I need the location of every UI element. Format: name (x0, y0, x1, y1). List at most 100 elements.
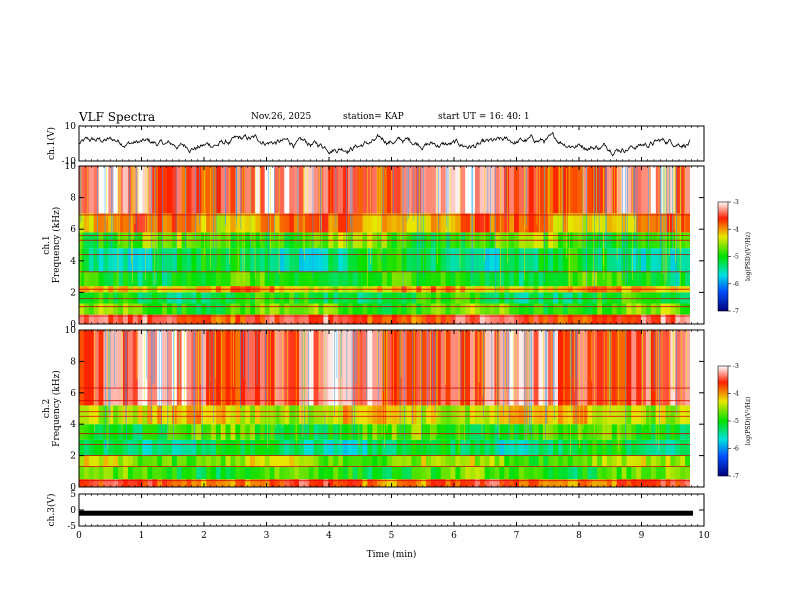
ch2-spectrogram-cell (406, 424, 412, 440)
ch2-spectrogram-cell (655, 424, 662, 440)
ch2-spectrogram-cell (318, 479, 324, 487)
ch2-spectrogram-cell (108, 330, 114, 406)
ch1-spectrogram-cell (269, 303, 275, 315)
ch2-spectrogram-cell (284, 330, 290, 406)
ch2-spectrogram-cell (499, 479, 505, 487)
ch1-spectrogram-cell (538, 271, 544, 287)
ch1-spectrogram-cell (611, 248, 618, 272)
ch2-spectrogram-cell (245, 424, 251, 440)
ch1-spectrogram-cell (93, 213, 99, 233)
ch1-spectrogram-cell (592, 314, 598, 324)
ch2-spectrogram-cell (660, 439, 666, 456)
ch1-spectrogram-cell (338, 248, 344, 272)
ch2-spectrogram-cell (215, 479, 222, 487)
ch1-spectrogram-cell (685, 213, 691, 233)
ch1-spectrogram-colorbar-label: log(PSD)(V²/Hz) (745, 232, 752, 281)
ch2-spectrogram-cell (587, 466, 593, 480)
ch1-spectrogram-cell (196, 213, 202, 233)
ch2-spectrogram-cell (440, 455, 446, 467)
ch2-spectrogram-cell (171, 424, 178, 440)
ch1-spectrogram-cell (504, 314, 510, 324)
ch1-spectrogram-cell (533, 292, 539, 304)
ch1-spectrogram-cell (411, 292, 417, 304)
ch2-spectrogram-cell (680, 439, 686, 456)
ch1-spectrogram-cell (597, 271, 603, 287)
ch2-spectrogram-cell (328, 466, 334, 480)
ch1-spectrogram-cell (450, 166, 456, 214)
ch2-spectrogram-cell (88, 455, 95, 467)
ch1-spectrogram-cell (660, 303, 666, 315)
ch1-spectrogram-cell (152, 303, 158, 315)
ch1-spectrogram-cell (245, 213, 251, 233)
ch1-spectrogram-cell (250, 166, 256, 214)
ch2-spectrogram-cell (289, 439, 295, 456)
ch2-spectrogram-cell (294, 466, 300, 480)
ch1-spectrogram-cell (562, 292, 569, 304)
ch1-spectrogram-cell (680, 271, 686, 287)
ch1-spectrogram-cell (499, 271, 505, 287)
ch1-spectrogram-cell (357, 271, 363, 287)
ch1-spectrogram-cell (411, 314, 417, 324)
ch1-spectrogram-cell (176, 166, 183, 214)
ch2-spectrogram-cell (670, 424, 676, 440)
ch1-spectrogram-cell (391, 271, 398, 287)
ch2-spectrogram-cell (162, 424, 168, 440)
ch2-spectrogram-cell (181, 424, 187, 440)
ch2-spectrogram-cell (445, 455, 451, 467)
ch2-spectrogram-cell (396, 439, 402, 456)
ch2-spectrogram-cell (367, 424, 373, 440)
ch2-spectrogram-cell (137, 455, 143, 467)
ch2-spectrogram-cell (294, 330, 300, 406)
ch1-spectrogram-cell (631, 271, 637, 287)
ch2-spectrogram-cell (455, 455, 461, 467)
ch2-spectrogram-cell (186, 479, 192, 487)
ch1-spectrogram-cell (616, 248, 622, 272)
ch1-spectrogram-cell (435, 248, 442, 272)
ch2-spectrogram-cell (103, 479, 109, 487)
ch2-spectrogram-cell (250, 424, 256, 440)
ch1-spectrogram-cell (650, 314, 657, 324)
ch1-spectrogram-cell (460, 314, 466, 324)
ch2-spectrogram-cell (474, 466, 481, 480)
ch1-spectrogram-cell (474, 314, 481, 324)
ch1-spectrogram-cell (255, 314, 261, 324)
ch2-spectrogram-cell (274, 466, 280, 480)
ch1-spectrogram-colorbar-tick-label: -5 (733, 254, 739, 261)
ch2-spectrogram-cell (103, 455, 109, 467)
ch1-spectrogram-cell (147, 292, 153, 304)
ch1-spectrogram-cell (118, 303, 124, 315)
ch2-spectrogram-cell (675, 439, 681, 456)
ch2-spectrogram-cell (299, 405, 305, 425)
ch2-spectrogram-cell (225, 466, 231, 480)
ch1-spectrogram-cell (616, 292, 622, 304)
ch2-spectrogram-cell (533, 479, 539, 487)
ch2-spectrogram-cell (528, 479, 534, 487)
ch1-spectrogram-cell (538, 292, 544, 304)
ch2-spectrogram-cell (313, 424, 319, 440)
ch1-spectrogram-cell (636, 314, 642, 324)
ch1-spectrogram-cell (250, 248, 256, 272)
ch2-spectrogram-cell (93, 479, 99, 487)
ch2-spectrogram-cell (484, 466, 490, 480)
ch2-spectrogram-cell (533, 455, 539, 467)
ch2-spectrogram-colorbar-tick-label: -3 (733, 363, 739, 370)
ch2-spectrogram-cell (533, 330, 539, 406)
ch1-spectrogram-cell (274, 271, 280, 287)
ch2-spectrogram-cell (577, 439, 583, 456)
ch2-spectrogram-cell (572, 424, 578, 440)
ch1-spectrogram-cell (362, 166, 368, 214)
ch1-spectrogram-cell (621, 303, 627, 315)
ch2-spectrogram-cell (685, 330, 691, 406)
ch1-spectrogram-cell (352, 314, 358, 324)
ch1-spectrogram-cell (113, 314, 119, 324)
ch1-spectrogram-cell (103, 292, 109, 304)
ch2-spectrogram-cell (157, 439, 163, 456)
ch2-spectrogram-cell (220, 439, 227, 456)
ch2-spectrogram-cell (509, 330, 515, 406)
ch1-spectrogram-cell (577, 248, 583, 272)
ch1-spectrogram-cell (269, 213, 275, 233)
ch1-spectrogram-cell (655, 213, 662, 233)
ch1-spectrogram-cell (650, 292, 657, 304)
ch2-spectrogram-cell (587, 405, 593, 425)
ch2-spectrogram-cell (362, 466, 368, 480)
